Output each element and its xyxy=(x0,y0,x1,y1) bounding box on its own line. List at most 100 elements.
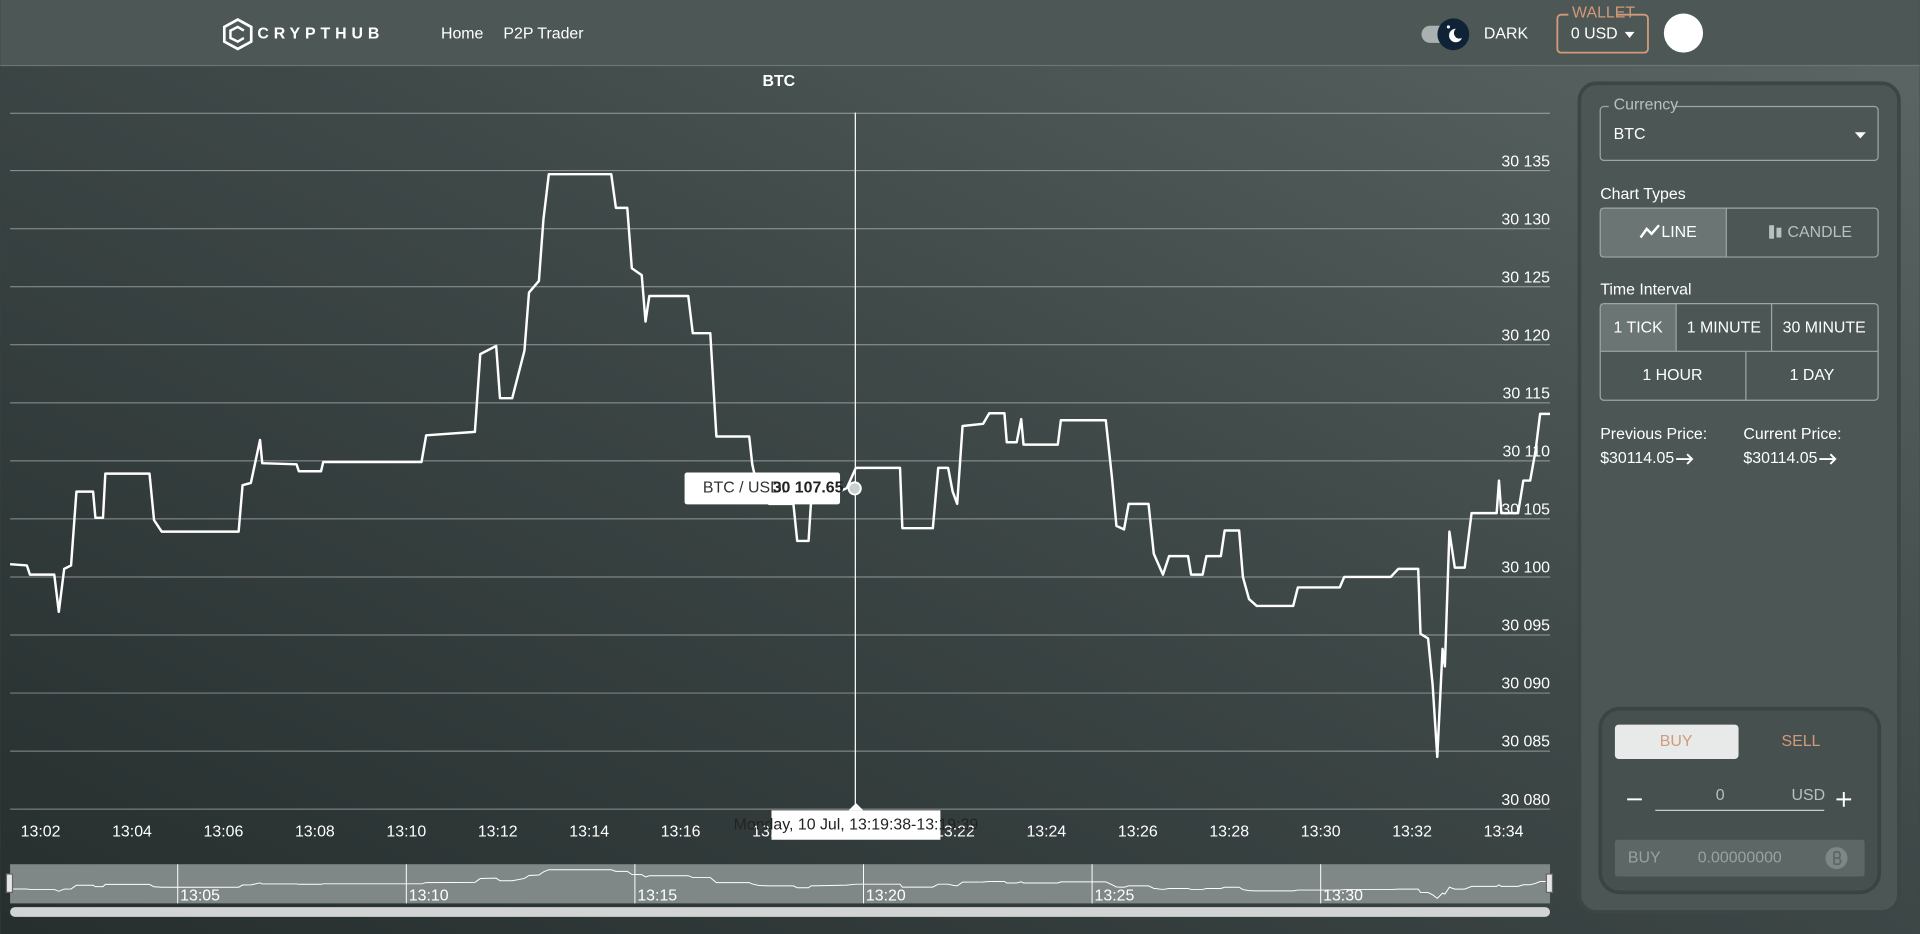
nav-link[interactable]: Home xyxy=(441,25,484,42)
amount-input[interactable]: 0 xyxy=(1716,787,1725,804)
y-tick-label: 30 120 xyxy=(1501,327,1550,344)
y-tick-label: 30 135 xyxy=(1501,153,1550,170)
order-label: BUY xyxy=(1628,849,1661,866)
wallet-label-gap xyxy=(1568,8,1618,19)
wallet-caret xyxy=(1624,31,1635,38)
candle-icon xyxy=(1769,225,1775,239)
price-line xyxy=(9,172,1551,759)
nav-link[interactable]: P2P Trader xyxy=(503,25,584,42)
y-tick-label: 30 130 xyxy=(1501,211,1550,228)
x-tick-label: 13:04 xyxy=(112,824,152,841)
tooltip: BTC / USD: 30 107.65 xyxy=(684,472,844,505)
previous-price: $30114.05 xyxy=(1600,450,1674,467)
logo-icon xyxy=(222,18,253,51)
x-tick-label: 13:16 xyxy=(661,824,701,841)
candle-icon xyxy=(1776,227,1782,238)
chart-type-option[interactable]: CANDLE xyxy=(1788,224,1853,241)
sidebar xyxy=(1577,81,1901,914)
bitcoin-glyph xyxy=(1833,851,1842,866)
navigator-handle[interactable] xyxy=(5,873,14,893)
time-tooltip-arrow xyxy=(848,803,864,811)
chart-title: BTC xyxy=(762,73,795,90)
y-tick-label: 30 125 xyxy=(1501,269,1550,286)
y-tick-label: 30 085 xyxy=(1501,734,1550,751)
line-icon xyxy=(1639,224,1660,239)
navigator-series: 13:05 13:10 13:15 13:20 13:25 13:30 xyxy=(10,864,1551,904)
y-tick-label: 30 115 xyxy=(1503,385,1551,402)
navigator-line xyxy=(10,869,1551,900)
wallet[interactable]: WALLET 0 USD xyxy=(1556,5,1649,54)
navigator-label: 13:05 xyxy=(180,887,220,904)
wallet-label: WALLET xyxy=(1572,5,1635,22)
previous-price-label: Previous Price: xyxy=(1600,426,1707,443)
navigator-label: 13:25 xyxy=(1095,887,1135,904)
currency-caret xyxy=(1854,132,1866,139)
navigator-label: 13:20 xyxy=(866,887,906,904)
theme-label: DARK xyxy=(1484,25,1529,42)
order-amount: 0.00000000 xyxy=(1698,849,1782,866)
x-tick-label: 13:30 xyxy=(1301,824,1341,841)
order-button[interactable] xyxy=(1614,839,1865,877)
x-tick-label: 13:26 xyxy=(1118,824,1158,841)
current-price-label: Current Price: xyxy=(1743,426,1841,443)
x-tick-label: 13:14 xyxy=(569,824,609,841)
navigator[interactable] xyxy=(10,864,1551,904)
y-tick-label: 30 080 xyxy=(1501,792,1550,809)
y-tick-label: 30 090 xyxy=(1501,676,1550,693)
chart-type-group xyxy=(1599,207,1879,258)
x-tick-label: 13:24 xyxy=(1026,824,1066,841)
tooltip-value: 30 107.65 xyxy=(773,480,844,497)
time-interval-option[interactable]: 1 TICK xyxy=(1614,319,1664,336)
current-price: $30114.05 xyxy=(1743,450,1817,467)
buy-tab[interactable] xyxy=(1614,724,1739,759)
time-interval-label: Time Interval xyxy=(1600,281,1691,298)
tooltip-box xyxy=(684,472,841,505)
y-tick-label: 30 105 xyxy=(1501,502,1550,519)
star xyxy=(1446,25,1451,29)
brand: CRYPTHUB xyxy=(257,25,384,42)
time-interval-option[interactable]: 1 HOUR xyxy=(1642,367,1702,384)
wallet-amount: 0 USD xyxy=(1571,25,1618,42)
price-arrow xyxy=(1676,453,1694,465)
x-tick-label: 13:10 xyxy=(386,824,426,841)
y-tick-label: 30 100 xyxy=(1501,560,1550,577)
x-tick-label: 13:28 xyxy=(1209,824,1249,841)
trade-tab[interactable]: SELL xyxy=(1782,733,1821,750)
currency-select[interactable]: Currency BTC xyxy=(1599,96,1879,161)
navigator-handle[interactable] xyxy=(1545,873,1554,893)
hover-point xyxy=(847,481,862,496)
price-arrow xyxy=(1819,453,1837,465)
time-tooltip-box xyxy=(771,810,941,840)
x-tick-label: 13:06 xyxy=(204,824,244,841)
logo-icon-inner xyxy=(229,25,245,44)
active-option xyxy=(1600,208,1727,258)
avatar[interactable] xyxy=(1663,13,1704,53)
moon-cut xyxy=(1453,27,1465,39)
x-tick-label: 13:02 xyxy=(21,824,61,841)
x-tick-label: 13:08 xyxy=(295,824,335,841)
theme-toggle[interactable] xyxy=(1421,18,1470,51)
time-interval-option[interactable]: 30 MINUTE xyxy=(1783,319,1866,336)
currency-value: BTC xyxy=(1614,126,1646,143)
chart-types-label: Chart Types xyxy=(1600,186,1686,203)
amount-unit: USD xyxy=(1792,787,1826,804)
increment[interactable] xyxy=(1836,792,1852,807)
x-tick-label: 13:32 xyxy=(1392,824,1432,841)
x-tick-label: 13:34 xyxy=(1484,824,1524,841)
chart-type-option[interactable]: LINE xyxy=(1661,224,1696,241)
navigator-label: 13:30 xyxy=(1323,887,1363,904)
logo[interactable]: CRYPTHUB xyxy=(222,18,384,51)
time-interval-option[interactable]: 1 DAY xyxy=(1790,367,1835,384)
trade-tab[interactable]: BUY xyxy=(1660,733,1693,750)
navigator-label: 13:15 xyxy=(637,887,677,904)
x-tick-label: 13:22 xyxy=(935,824,975,841)
active-option xyxy=(1600,303,1677,352)
y-tick-label: 30 095 xyxy=(1501,618,1550,635)
scrollbar[interactable] xyxy=(10,907,1551,917)
x-tick-label: 13:12 xyxy=(478,824,518,841)
time-interval-option[interactable]: 1 MINUTE xyxy=(1687,319,1761,336)
currency-box xyxy=(1599,105,1879,161)
